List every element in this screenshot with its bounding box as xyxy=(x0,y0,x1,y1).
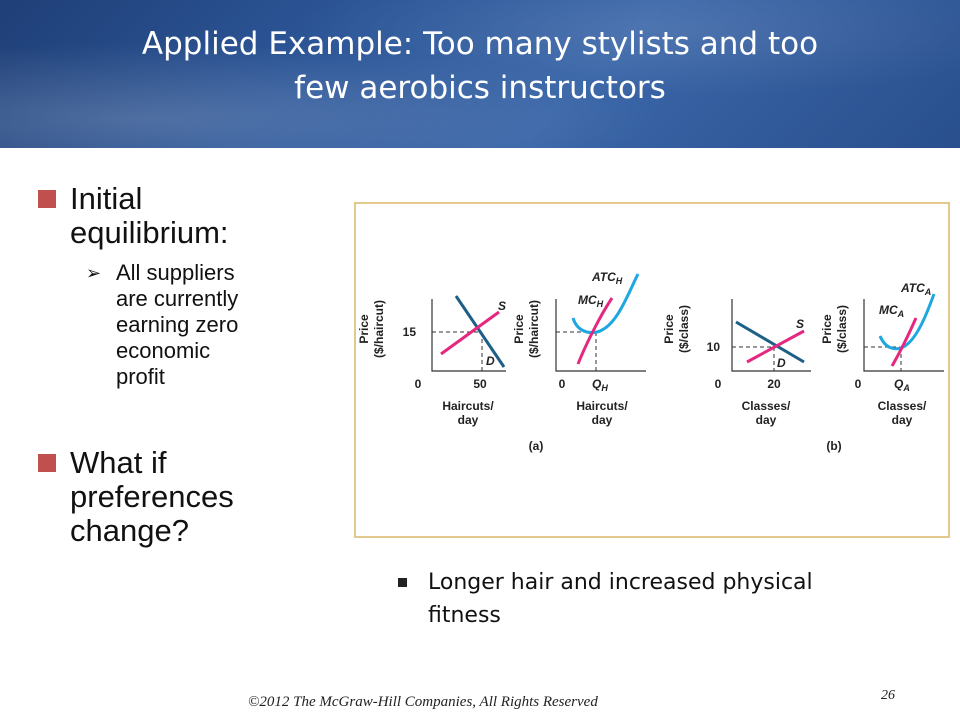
title-line-2: few aerobics instructors xyxy=(294,70,666,106)
x-axis-label: day xyxy=(892,413,913,427)
atc-label: ATCA xyxy=(900,281,931,297)
x-axis-label: Haircuts/ xyxy=(442,399,494,413)
sub-bullet-text: All suppliers xyxy=(116,260,235,285)
x-axis-label: day xyxy=(592,413,613,427)
axes xyxy=(863,299,944,372)
atc-label: ATCH xyxy=(591,270,623,286)
bullet-initial-equilibrium: Initial equilibrium: xyxy=(38,182,348,250)
bullet-list: Initial equilibrium: ➢ All suppliers are… xyxy=(38,182,348,548)
supply-label: S xyxy=(796,317,804,331)
y-axis-label: ($/haircut) xyxy=(372,300,386,358)
mc-curve xyxy=(576,297,614,365)
y-axis-label: Price xyxy=(662,314,676,344)
y-axis-label: Price xyxy=(512,314,526,344)
demand-label: D xyxy=(777,356,786,370)
bullet-text: change? xyxy=(70,513,189,548)
bullet-preferences-change: What if preferences change? xyxy=(38,446,348,548)
sub-bullet-text: profit xyxy=(116,364,165,389)
graph-haircut-market: Price ($/haircut) 15 0 50 S D Haircuts/ … xyxy=(357,295,506,427)
title-line-1: Applied Example: Too many stylists and t… xyxy=(141,26,819,62)
bullet-text: equilibrium: xyxy=(70,215,229,250)
panel-label-a: (a) xyxy=(529,439,544,453)
axes xyxy=(555,299,646,372)
y-axis-label: ($/class) xyxy=(677,305,691,353)
x-axis-label: day xyxy=(458,413,479,427)
market-diagram: Price ($/haircut) 15 0 50 S D Haircuts/ … xyxy=(354,202,950,538)
x-axis-label: Haircuts/ xyxy=(576,399,628,413)
origin-label: 0 xyxy=(715,377,722,391)
x-axis-label: Classes/ xyxy=(742,399,791,413)
demand-curve xyxy=(735,320,805,364)
x-tick-label: QH xyxy=(592,377,608,393)
sub-bullet-text: are currently xyxy=(116,286,239,311)
atc-curve xyxy=(571,273,640,335)
origin-label: 0 xyxy=(559,377,566,391)
origin-label: 0 xyxy=(855,377,862,391)
y-tick-label: 15 xyxy=(403,325,417,339)
note-bullet: Longer hair and increased physical fitne… xyxy=(398,566,918,632)
bullet-text: What if xyxy=(70,445,167,480)
axes xyxy=(431,299,506,372)
graph-instructor-firm: Price ($/class) ATCA MCA 0 QA Classes/ d… xyxy=(820,281,944,427)
demand-curve xyxy=(454,295,506,368)
panel-label-b: (b) xyxy=(826,439,841,453)
x-axis-label: Classes/ xyxy=(878,399,927,413)
supply-label: S xyxy=(498,299,506,313)
y-axis-label: Price xyxy=(820,314,834,344)
y-axis-label: ($/haircut) xyxy=(527,300,541,358)
market-diagram-svg: Price ($/haircut) 15 0 50 S D Haircuts/ … xyxy=(357,270,944,453)
x-axis-label: day xyxy=(756,413,777,427)
y-tick-label: 10 xyxy=(707,340,721,354)
mc-label: MCH xyxy=(578,293,604,309)
sub-bullet-text: earning zero xyxy=(116,312,239,337)
slide-title: Applied Example: Too many stylists and t… xyxy=(70,22,890,110)
supply-curve xyxy=(746,329,805,364)
y-axis-label: ($/class) xyxy=(835,305,849,353)
x-tick-label: QA xyxy=(894,377,910,393)
mc-label: MCA xyxy=(879,303,904,319)
sub-bullet-zero-profit: ➢ All suppliers are currently earning ze… xyxy=(38,260,348,390)
mc-curve xyxy=(890,317,918,367)
bullet-text: preferences xyxy=(70,479,234,514)
graph-aerobics-market: Price ($/class) 10 0 20 S D Classes/ day xyxy=(662,299,811,427)
note-text: Longer hair and increased physical xyxy=(428,570,813,595)
x-tick-label: 20 xyxy=(767,377,781,391)
demand-label: D xyxy=(486,354,495,368)
origin-label: 0 xyxy=(415,377,422,391)
atc-curve xyxy=(878,293,936,351)
title-bar xyxy=(0,0,960,148)
page-number: 26 xyxy=(881,688,895,703)
square-bullet-icon xyxy=(398,578,407,587)
x-tick-label: 50 xyxy=(473,377,487,391)
supply-curve xyxy=(440,310,500,356)
copyright-footer: ©2012 The McGraw-Hill Companies, All Rig… xyxy=(248,694,598,710)
bullet-text: Initial xyxy=(70,181,143,216)
axes xyxy=(731,299,811,372)
y-axis-label: Price xyxy=(357,314,371,344)
graph-stylist-firm: Price ($/haircut) ATCH MCH 0 QH Haircuts… xyxy=(512,270,646,427)
arrow-bullet-icon: ➢ xyxy=(86,263,102,283)
note-text: fitness xyxy=(428,603,501,628)
sub-bullet-text: economic xyxy=(116,338,211,363)
